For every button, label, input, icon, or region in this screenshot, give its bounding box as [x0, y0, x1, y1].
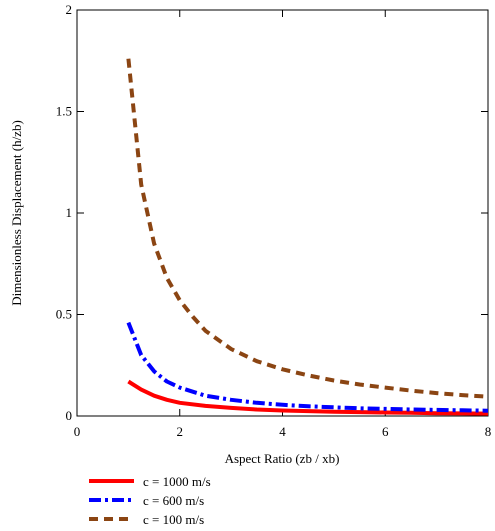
- legend-label-3: c = 100 m/s: [143, 512, 204, 527]
- y-tick-label: 1.5: [56, 104, 72, 119]
- x-tick-label: 4: [279, 424, 286, 439]
- axis-ticks: [76, 9, 489, 417]
- x-axis-label: Aspect Ratio (zb / xb): [225, 451, 340, 466]
- series-line-1: [127, 379, 489, 416]
- x-tick-label: 8: [485, 424, 492, 439]
- y-tick-label: 1: [66, 205, 73, 220]
- y-tick-label: 0.5: [56, 307, 72, 322]
- axis-tick-labels: 0 2 4 6 8 0 0.5 1 1.5 2: [56, 2, 492, 439]
- legend-label-2: c = 600 m/s: [143, 493, 204, 508]
- y-tick-label: 0: [66, 408, 73, 423]
- x-tick-label: 0: [74, 424, 81, 439]
- series-lines: [126, 58, 489, 416]
- series-line-2: [126, 321, 489, 413]
- x-tick-label: 2: [177, 424, 184, 439]
- y-tick-label: 2: [66, 2, 73, 17]
- legend: c = 1000 m/s c = 600 m/s c = 100 m/s: [89, 474, 211, 527]
- series-line-3: [126, 58, 489, 399]
- y-axis-label: Dimensionless Displacement (h/zb): [9, 120, 24, 306]
- x-tick-label: 6: [382, 424, 389, 439]
- plot-frame: [76, 9, 489, 417]
- legend-label-1: c = 1000 m/s: [143, 474, 211, 489]
